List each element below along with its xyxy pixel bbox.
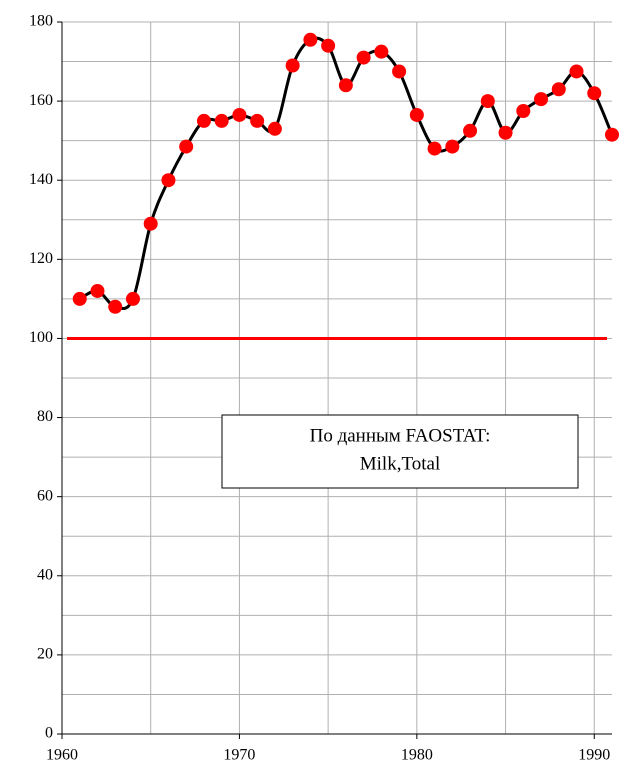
y-tick-label: 80 [37, 408, 53, 425]
data-point [321, 38, 336, 53]
data-point [143, 216, 158, 231]
data-point [108, 299, 123, 314]
data-point [480, 94, 495, 109]
y-tick-label: 40 [37, 566, 53, 583]
data-point [516, 104, 531, 118]
data-point [250, 113, 265, 128]
y-tick-label: 160 [29, 92, 53, 109]
data-point [587, 86, 602, 101]
annotation-text: По данным FAOSTAT: [310, 425, 491, 446]
y-tick-label: 180 [29, 13, 53, 30]
data-point [90, 283, 105, 298]
x-tick-label: 1980 [401, 747, 433, 764]
data-point [338, 78, 353, 93]
data-point [534, 92, 549, 107]
x-tick-label: 1970 [223, 747, 255, 764]
annotation-box [221, 414, 579, 489]
data-point [196, 113, 211, 128]
data-point [214, 113, 229, 128]
y-tick-label: 100 [29, 329, 53, 346]
data-point [285, 58, 300, 73]
data-point [498, 125, 513, 140]
data-point [463, 123, 478, 138]
data-point [551, 82, 566, 97]
data-point [356, 50, 371, 65]
x-tick-label: 1960 [46, 747, 78, 764]
data-point [569, 64, 584, 79]
y-tick-label: 140 [29, 171, 53, 188]
data-point [232, 107, 247, 122]
data-point [72, 291, 87, 306]
y-tick-label: 0 [45, 725, 53, 742]
data-point [409, 107, 424, 122]
data-point [303, 32, 318, 47]
data-point [427, 141, 442, 156]
y-tick-label: 20 [37, 646, 53, 663]
data-point [125, 291, 140, 306]
data-point [445, 139, 460, 154]
data-point [605, 127, 619, 142]
data-point [267, 121, 282, 136]
data-point [179, 139, 194, 154]
data-point [392, 64, 407, 79]
data-point [161, 173, 176, 188]
x-tick-label: 1990 [578, 747, 610, 764]
data-point [374, 44, 389, 59]
y-tick-label: 60 [37, 487, 53, 504]
y-tick-label: 120 [29, 250, 53, 267]
annotation-text: Milk,Total [360, 453, 440, 474]
